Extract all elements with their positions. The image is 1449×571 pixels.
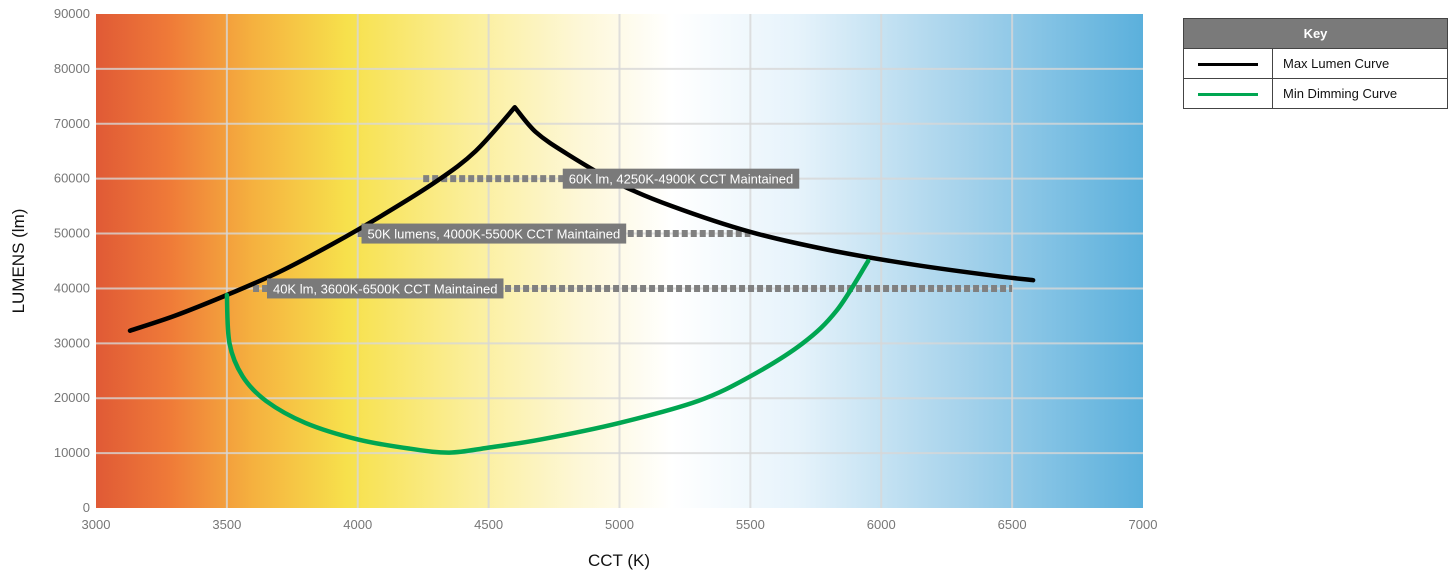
- y-tick-label: 10000: [54, 445, 90, 460]
- annotation-layer: 60K lm, 4250K-4900K CCT Maintained 50K lu…: [266, 168, 800, 299]
- y-tick-label: 20000: [54, 390, 90, 405]
- legend-swatch-max-lumen: [1198, 63, 1258, 67]
- legend-label-max-lumen: Max Lumen Curve: [1272, 48, 1448, 79]
- y-tick-label: 90000: [54, 6, 90, 21]
- annotation-box-1: [361, 223, 627, 244]
- x-tick-label: 3500: [212, 517, 241, 532]
- y-tick-label: 80000: [54, 61, 90, 76]
- annotation-text-2: 40K lm, 3600K-6500K CCT Maintained: [273, 281, 498, 296]
- x-tick-label: 7000: [1129, 517, 1158, 532]
- curve-layer: [127, 105, 1036, 455]
- legend-entry-min-dimming: Min Dimming Curve: [1183, 78, 1448, 109]
- y-tick-label: 30000: [54, 335, 90, 350]
- legend-entry-max-lumen: Max Lumen Curve: [1183, 48, 1448, 79]
- x-tick-label: 3000: [82, 517, 111, 532]
- x-tick-label: 5500: [736, 517, 765, 532]
- max-lumen-curve: [127, 105, 1036, 333]
- x-tick-label: 4500: [474, 517, 503, 532]
- legend-key: Key Max Lumen Curve Min Dimming Curve: [1183, 18, 1448, 109]
- x-tick-label: 4000: [343, 517, 372, 532]
- x-tick-label: 6000: [867, 517, 896, 532]
- y-tick-label: 50000: [54, 226, 90, 241]
- min-dimming-curve: [224, 258, 871, 455]
- annotation-box-2: [266, 278, 504, 299]
- x-tick-label: 6500: [998, 517, 1027, 532]
- y-tick-label: 40000: [54, 280, 90, 295]
- annotation-text-0: 60K lm, 4250K-4900K CCT Maintained: [569, 172, 794, 187]
- y-tick-label: 70000: [54, 116, 90, 131]
- y-tick-label: 0: [83, 500, 90, 515]
- x-axis-title: CCT (K): [588, 551, 650, 570]
- annotation-text-1: 50K lumens, 4000K-5500K CCT Maintained: [368, 227, 621, 242]
- legend-label-min-dimming: Min Dimming Curve: [1272, 78, 1448, 109]
- tick-layer: 3000 3500 4000 4500 5000 5500 6000 6500 70000100…: [54, 6, 1158, 532]
- legend-swatch-min-dimming: [1198, 93, 1258, 97]
- x-tick-label: 5000: [605, 517, 634, 532]
- y-tick-label: 60000: [54, 171, 90, 186]
- y-axis-title: LUMENS (lm): [9, 209, 28, 314]
- annotation-box-0: [562, 168, 800, 189]
- legend-title: Key: [1183, 18, 1448, 49]
